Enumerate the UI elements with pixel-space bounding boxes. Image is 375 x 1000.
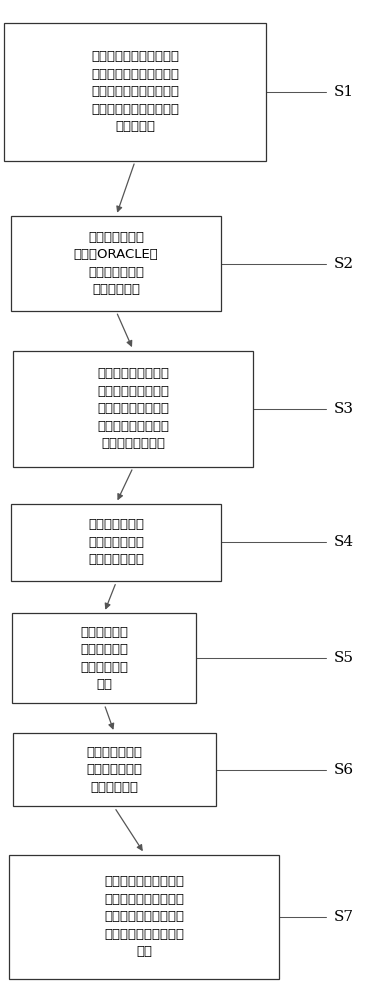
Text: 基于生产投料及报废数据
和产品订单参数信息大数
据，通过分析筛选关键变
量，量化各关键变量，建
立数据模型: 基于生产投料及报废数据 和产品订单参数信息大数 据，通过分析筛选关键变 量，量化… bbox=[91, 50, 179, 133]
Text: 运行系统自动预测模
型程序，在已完成生
成的系统自动预测模
型中，自动匹配计算
订单的历史报废率: 运行系统自动预测模 型程序，在已完成生 成的系统自动预测模 型中，自动匹配计算 … bbox=[97, 367, 169, 450]
Text: 基于所述订单
信息和历史报
废率，预测报
废率: 基于所述订单 信息和历史报 废率，预测报 废率 bbox=[80, 626, 128, 691]
Text: S6: S6 bbox=[334, 763, 354, 777]
FancyBboxPatch shape bbox=[11, 216, 221, 311]
Text: 自动获取订单信
息、余数数量以
及在线订单数量: 自动获取订单信 息、余数数量以 及在线订单数量 bbox=[88, 518, 144, 566]
Text: S7: S7 bbox=[334, 910, 354, 924]
Text: S5: S5 bbox=[334, 651, 354, 665]
FancyBboxPatch shape bbox=[13, 733, 216, 806]
Text: 核查所述预测报废率以
及订单预投料的数量是
否存在异常数据，若不
存在异常数据，则释放
生产: 核查所述预测报废率以 及订单预投料的数量是 否存在异常数据，若不 存在异常数据，… bbox=[104, 875, 184, 958]
Text: S2: S2 bbox=[334, 257, 354, 271]
FancyBboxPatch shape bbox=[9, 855, 279, 979]
Text: S4: S4 bbox=[334, 535, 354, 549]
FancyBboxPatch shape bbox=[4, 23, 266, 161]
FancyBboxPatch shape bbox=[11, 504, 221, 581]
Text: S1: S1 bbox=[334, 85, 354, 99]
FancyBboxPatch shape bbox=[12, 613, 196, 703]
Text: S3: S3 bbox=[334, 402, 354, 416]
Text: 基于所述预测报
废率，预测订单
预投料的数量: 基于所述预测报 废率，预测订单 预投料的数量 bbox=[86, 746, 142, 794]
FancyBboxPatch shape bbox=[13, 351, 253, 467]
Text: 将所述数据模型
嵌入至ORACLE系
统中，获得系统
自动预测模型: 将所述数据模型 嵌入至ORACLE系 统中，获得系统 自动预测模型 bbox=[74, 231, 159, 296]
